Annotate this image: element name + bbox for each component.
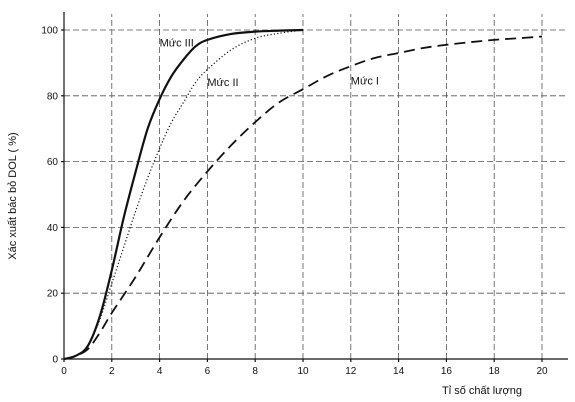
x-tick-label-16: 16 — [441, 366, 453, 377]
y-tick-label-40: 40 — [47, 223, 59, 234]
x-tick-label-20: 20 — [536, 366, 548, 377]
x-tick-label-4: 4 — [157, 366, 163, 377]
ticks: 0 2 4 6 8 10 12 14 16 18 20 0 20 40 60 80 100 — [41, 26, 548, 378]
x-tick-label-0: 0 — [61, 366, 67, 377]
x-tick-label-2: 2 — [109, 366, 115, 377]
series-label-1: Mức III — [160, 37, 194, 49]
series-line-3 — [63, 35, 543, 360]
y-tick-label-80: 80 — [47, 91, 59, 102]
x-tick-label-10: 10 — [297, 366, 309, 377]
x-tick-label-6: 6 — [205, 366, 211, 377]
series-line-1 — [63, 28, 304, 361]
y-axis-label: Xác xuất bác bỏ DOL ( %) — [7, 132, 19, 259]
series-line-2 — [63, 29, 304, 360]
y-tick-label-100: 100 — [41, 26, 58, 37]
series-label-2: Mức II — [207, 77, 238, 89]
y-tick-label-60: 60 — [47, 157, 59, 168]
series-group — [63, 28, 543, 361]
x-tick-label-8: 8 — [252, 366, 258, 377]
y-tick-label-0: 0 — [52, 355, 58, 366]
series-label-3: Mức I — [351, 75, 379, 87]
series-labels: Mức III Mức II Mức I — [160, 37, 379, 88]
axes — [63, 12, 568, 360]
grid — [64, 14, 568, 359]
x-axis-label: Tỉ số chất lượng — [442, 385, 522, 397]
x-tick-label-14: 14 — [393, 366, 405, 377]
y-tick-label-20: 20 — [47, 289, 59, 300]
x-tick-label-18: 18 — [489, 366, 501, 377]
x-tick-label-12: 12 — [345, 366, 357, 377]
